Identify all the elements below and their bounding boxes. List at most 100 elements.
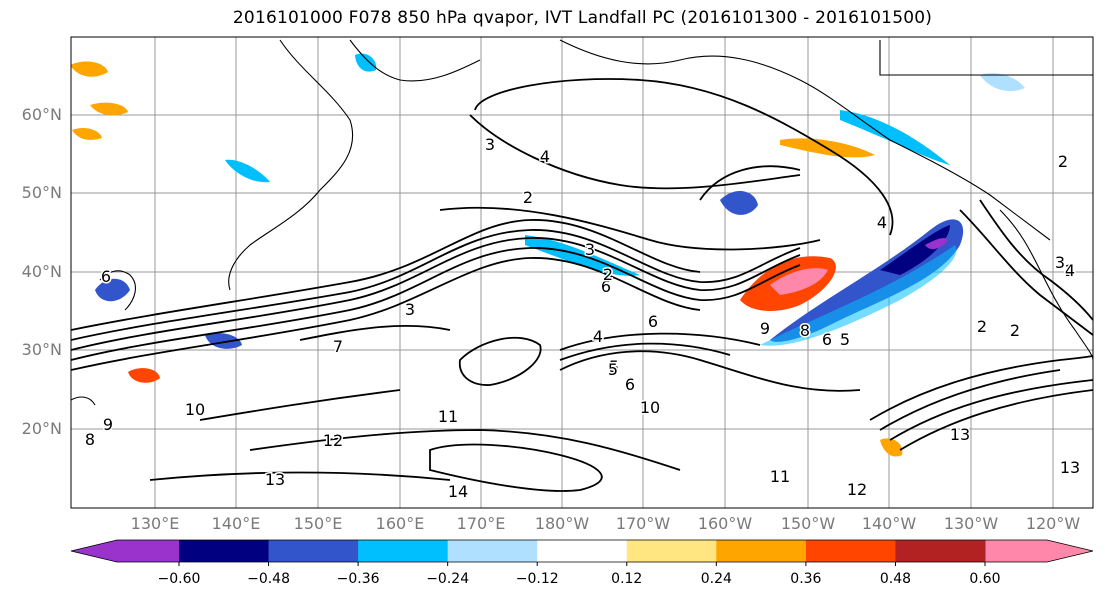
shade-negative-canada [980, 73, 1025, 92]
colorbar-extend-low [71, 540, 179, 562]
map-frame [70, 36, 1094, 509]
contour-label: 2 [977, 317, 987, 336]
contour-label: 2 [1058, 152, 1068, 171]
colorbar-segment [626, 540, 717, 562]
shade-positive-wpac [128, 368, 160, 383]
shade-negative-mid [720, 190, 758, 215]
contour-label: 12 [847, 480, 867, 499]
colorbar-segment [716, 540, 807, 562]
colorbar-segment [805, 540, 896, 562]
shade-negative-core-purple [925, 237, 948, 250]
colorbar [70, 539, 1094, 566]
shade-positive-nw2 [90, 102, 128, 116]
longitude-label: 170°E [456, 514, 506, 533]
contour-label: 5 [608, 360, 618, 379]
contour-label: 4 [1065, 261, 1075, 280]
colorbar-tick-label: 0.60 [969, 571, 1001, 587]
graticule [71, 37, 1093, 508]
contour-label: 3 [1055, 253, 1065, 272]
contour-label: 9 [760, 319, 770, 338]
longitude-label: 160°E [375, 514, 425, 533]
colorbar-segment [537, 540, 628, 562]
contour-label: 2 [1065, 261, 1075, 280]
colorbar-segment [447, 540, 538, 562]
shade-negative-japan [95, 278, 130, 302]
longitude-label: 120°W [1025, 514, 1081, 533]
contour-label: 11 [438, 407, 458, 426]
shade-negative-light [760, 245, 957, 346]
colorbar-segment [179, 540, 270, 562]
latitude-label: 20°N [21, 419, 62, 438]
colorbar-tick-label: −0.60 [157, 571, 201, 587]
contour-label: 10 [640, 398, 660, 417]
colorbar-tick-label: 0.36 [790, 571, 822, 587]
contour-label: 4 [877, 213, 887, 232]
contour-label: 11 [770, 467, 790, 486]
shade-positive-pacific [880, 438, 903, 457]
contour-label: 8 [85, 430, 95, 449]
shade-positive-core [770, 268, 828, 295]
latitude-label: 50°N [21, 183, 62, 202]
latitude-label: 40°N [21, 262, 62, 281]
longitude-label: 150°W [780, 514, 836, 533]
latitude-label: 30°N [21, 340, 62, 359]
contour-label: 13 [265, 470, 285, 489]
contour-label: 3 [485, 135, 495, 154]
colorbar-extend-high [985, 540, 1093, 562]
colorbar-outline [70, 539, 1094, 563]
colorbar-tick-label: 0.48 [879, 571, 912, 587]
longitude-label: 170°W [615, 514, 671, 533]
contour-label: 13 [950, 425, 970, 444]
contour-label: 2 [1010, 321, 1020, 340]
map-title: 2016101000 F078 850 hPa qvapor, IVT Land… [232, 8, 933, 28]
contour-label: 12 [323, 431, 343, 450]
colorbar-segment [358, 540, 449, 562]
contour-label: 9 [103, 415, 113, 434]
contour-label: 6 [101, 267, 111, 286]
colorbar-tick-label: −0.24 [426, 571, 470, 587]
contour-label: 4 [593, 327, 603, 346]
contour-label: 7 [333, 337, 343, 356]
shade-negative-okhotsk [225, 159, 270, 183]
contour-label: 6 [601, 277, 611, 296]
colorbar-tick-label: 0.24 [700, 571, 732, 587]
colorbar-segment [895, 540, 986, 562]
coastlines [71, 39, 1093, 406]
ivt-contours [71, 78, 1093, 492]
shade-negative-bering [355, 53, 377, 72]
contour-label: 6 [822, 330, 832, 349]
shade-negative-wpac [205, 333, 242, 349]
longitude-label: 180°W [534, 514, 590, 533]
contour-label: 6 [625, 375, 635, 394]
colorbar-tick-label: −0.12 [515, 571, 559, 587]
contour-label: 10 [185, 400, 205, 419]
latitude-label: 60°N [21, 105, 62, 124]
contour-label: 4 [540, 147, 550, 166]
contour-label: 6 [648, 312, 658, 331]
longitude-label: 140°W [861, 514, 917, 533]
longitude-label: 130°W [943, 514, 999, 533]
contour-label: 5 [609, 357, 619, 376]
contour-label: 3 [405, 300, 415, 319]
contour-label: 5 [840, 330, 850, 349]
longitude-label: 150°E [293, 514, 343, 533]
contour-label: 2 [603, 265, 613, 284]
contour-label: 13 [1060, 458, 1080, 477]
longitude-label: 160°W [697, 514, 753, 533]
colorbar-tick-label: 0.12 [611, 571, 643, 587]
colorbar-segment [268, 540, 359, 562]
contour-label: 14 [448, 482, 468, 501]
colorbar-tick-label: −0.48 [247, 571, 290, 587]
contour-label: 8 [800, 321, 810, 340]
contour-label: 2 [523, 188, 533, 207]
longitude-label: 140°E [211, 514, 261, 533]
contour-label: 3 [585, 240, 595, 259]
colorbar-tick-label: −0.36 [336, 571, 380, 587]
shade-negative-core [880, 225, 950, 275]
longitude-label: 130°E [130, 514, 180, 533]
shade-positive-nw [71, 61, 108, 77]
shade-positive-nw3 [72, 127, 102, 140]
